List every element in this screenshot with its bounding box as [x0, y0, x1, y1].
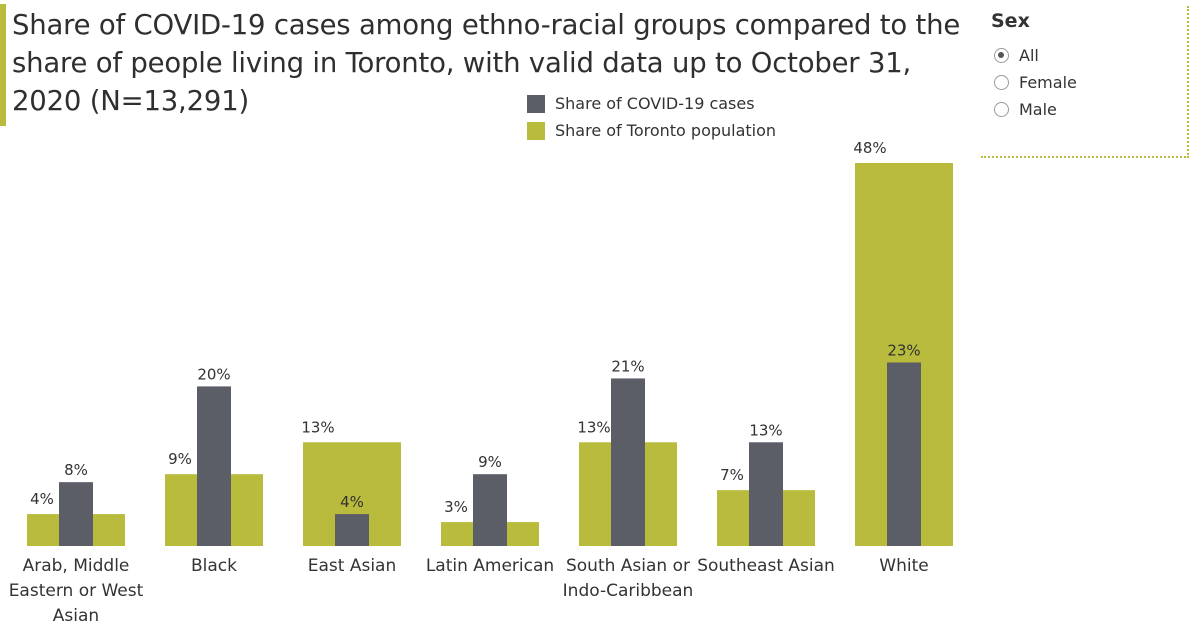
filter-option-all[interactable]: All — [994, 46, 1039, 65]
category-label: Arab, Middle — [23, 556, 130, 576]
legend-label-population: Share of Toronto population — [555, 121, 777, 140]
cases-data-label: 4% — [340, 493, 364, 511]
cases-bar — [749, 442, 783, 546]
chart-legend: Share of COVID-19 cases Share of Toronto… — [527, 90, 776, 144]
filter-option-all-label: All — [1019, 46, 1039, 65]
category-label: South Asian or — [566, 556, 690, 576]
population-data-label: 13% — [301, 418, 334, 436]
legend-swatch-cases — [527, 94, 545, 113]
population-data-label: 3% — [444, 498, 468, 516]
cases-data-label: 8% — [64, 461, 88, 479]
cases-bar — [59, 482, 93, 546]
sex-filter-panel: Sex All Female Male — [981, 6, 1189, 158]
category-label: Indo-Caribbean — [563, 581, 694, 601]
cases-data-label: 13% — [749, 421, 782, 439]
sex-filter-title: Sex — [991, 10, 1030, 32]
legend-label-cases: Share of COVID-19 cases — [555, 94, 755, 113]
category-label: East Asian — [308, 556, 397, 576]
population-data-label: 13% — [577, 418, 610, 436]
chart-title: Share of COVID-19 cases among ethno-raci… — [12, 9, 961, 117]
population-bar — [165, 474, 263, 546]
category-label: Asian — [53, 606, 99, 626]
cases-data-label: 9% — [478, 453, 502, 471]
category-label: Black — [191, 556, 237, 576]
cases-data-label: 20% — [197, 365, 230, 383]
filter-option-male[interactable]: Male — [994, 100, 1057, 119]
cases-bar — [335, 514, 369, 546]
title-accent-bar — [0, 4, 6, 126]
cases-bar — [473, 474, 507, 546]
cases-bar — [611, 378, 645, 546]
filter-option-female-label: Female — [1019, 73, 1077, 92]
population-bar — [855, 163, 953, 546]
category-label: Eastern or West — [9, 581, 144, 601]
population-bar — [303, 442, 401, 546]
legend-item-population[interactable]: Share of Toronto population — [527, 117, 776, 144]
cases-bar — [197, 386, 231, 546]
population-bar — [27, 514, 125, 546]
legend-item-cases[interactable]: Share of COVID-19 cases — [527, 90, 776, 117]
category-label: Southeast Asian — [697, 556, 835, 576]
filter-option-male-label: Male — [1019, 100, 1057, 119]
category-label: White — [879, 556, 928, 576]
population-data-label: 4% — [30, 490, 54, 508]
radio-all-icon[interactable] — [994, 48, 1009, 63]
cases-data-label: 21% — [611, 357, 644, 375]
cases-bar — [887, 362, 921, 546]
population-data-label: 7% — [720, 466, 744, 484]
population-data-label: 48% — [853, 139, 886, 157]
population-data-label: 9% — [168, 450, 192, 468]
cases-data-label: 23% — [887, 341, 920, 359]
population-bar — [441, 522, 539, 546]
filter-option-female[interactable]: Female — [994, 73, 1077, 92]
radio-female-icon[interactable] — [994, 75, 1009, 90]
radio-male-icon[interactable] — [994, 102, 1009, 117]
legend-swatch-population — [527, 121, 545, 140]
population-bar — [717, 490, 815, 546]
category-label: Latin American — [426, 556, 554, 576]
population-bar — [579, 442, 677, 546]
